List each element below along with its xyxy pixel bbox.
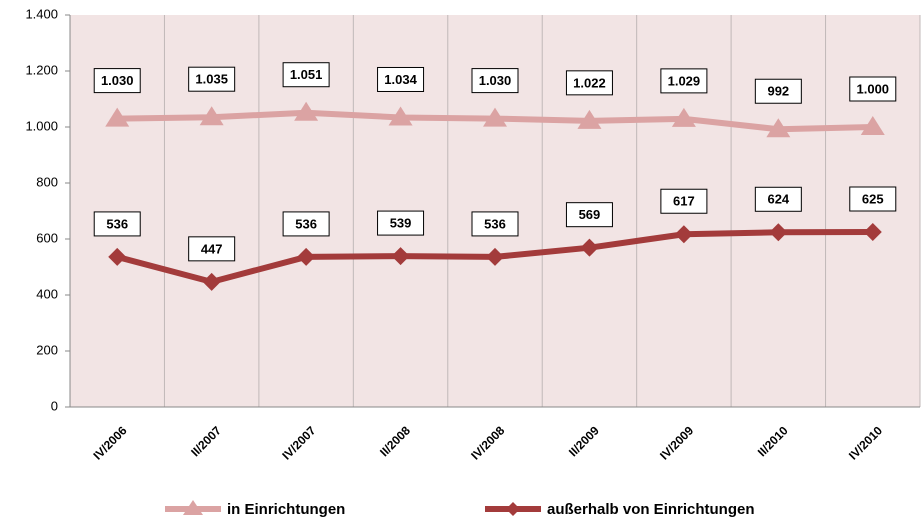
data-label-box — [93, 211, 141, 237]
data-label: 1.000 — [857, 81, 890, 96]
data-label-box — [471, 211, 519, 237]
data-label: 1.022 — [573, 75, 606, 90]
marker — [769, 223, 788, 242]
marker — [294, 101, 319, 121]
x-tick-label: II/2010 — [755, 423, 791, 459]
marker — [108, 247, 127, 266]
data-label: 536 — [106, 216, 128, 231]
data-label-box — [660, 68, 708, 94]
marker — [671, 107, 696, 127]
y-tick-label: 600 — [36, 230, 58, 245]
x-tick-label: II/2009 — [566, 423, 602, 459]
y-tick-label: 1.400 — [25, 6, 58, 21]
x-tick-label: IV/2009 — [657, 423, 696, 462]
y-tick-label: 200 — [36, 342, 58, 357]
legend-label: außerhalb von Einrichtungen — [547, 501, 755, 518]
x-tick-label: II/2007 — [188, 423, 224, 459]
marker — [580, 238, 599, 257]
data-label: 1.030 — [101, 73, 134, 88]
marker — [486, 247, 504, 266]
y-tick-label: 1.000 — [25, 118, 58, 133]
x-tick-label: IV/2007 — [279, 423, 318, 462]
data-label-box — [849, 76, 897, 102]
data-label: 992 — [767, 84, 789, 99]
data-label: 625 — [862, 191, 884, 206]
data-label: 1.035 — [195, 72, 228, 87]
data-label-box — [660, 188, 708, 214]
data-label-box — [754, 186, 802, 212]
marker — [483, 107, 507, 127]
x-tick-label: IV/2006 — [90, 423, 129, 462]
marker — [105, 107, 130, 127]
x-tick-label: IV/2010 — [846, 423, 885, 462]
data-label-box — [282, 62, 330, 88]
data-label: 1.029 — [668, 73, 701, 88]
marker — [297, 247, 316, 266]
data-label-box — [188, 236, 236, 262]
data-label-box — [282, 211, 330, 237]
data-label: 1.030 — [479, 73, 512, 88]
data-label-box — [377, 210, 425, 236]
data-label: 617 — [673, 194, 695, 209]
data-label: 536 — [484, 216, 506, 231]
legend-marker — [506, 502, 520, 516]
legend-label: in Einrichtungen — [227, 501, 345, 518]
data-label: 1.051 — [290, 67, 323, 82]
marker — [202, 272, 221, 291]
y-tick-label: 1.200 — [25, 62, 58, 77]
marker — [863, 223, 882, 241]
marker — [388, 106, 413, 126]
data-label-box — [565, 202, 613, 228]
y-tick-label: 800 — [36, 174, 58, 189]
marker — [860, 116, 885, 135]
marker — [674, 225, 693, 244]
data-label-box — [754, 78, 802, 104]
y-tick-label: 400 — [36, 286, 58, 301]
x-tick-label: IV/2008 — [468, 423, 507, 462]
data-label: 569 — [579, 207, 601, 222]
data-label-box — [93, 68, 141, 94]
marker — [391, 247, 410, 266]
data-label: 536 — [295, 216, 317, 231]
data-label: 539 — [390, 216, 412, 231]
marker — [577, 109, 602, 129]
marker — [766, 118, 791, 138]
data-label-box — [188, 66, 236, 92]
y-tick-label: 0 — [51, 398, 58, 413]
data-label: 1.034 — [384, 72, 417, 87]
data-label-box — [849, 186, 897, 212]
x-tick-label: II/2008 — [377, 423, 413, 459]
marker — [199, 106, 224, 126]
data-label-box — [377, 66, 425, 92]
data-label: 447 — [201, 241, 223, 256]
legend-marker — [183, 500, 203, 515]
data-label-box — [471, 68, 519, 94]
data-label-box — [565, 70, 613, 96]
data-label: 624 — [767, 192, 789, 207]
